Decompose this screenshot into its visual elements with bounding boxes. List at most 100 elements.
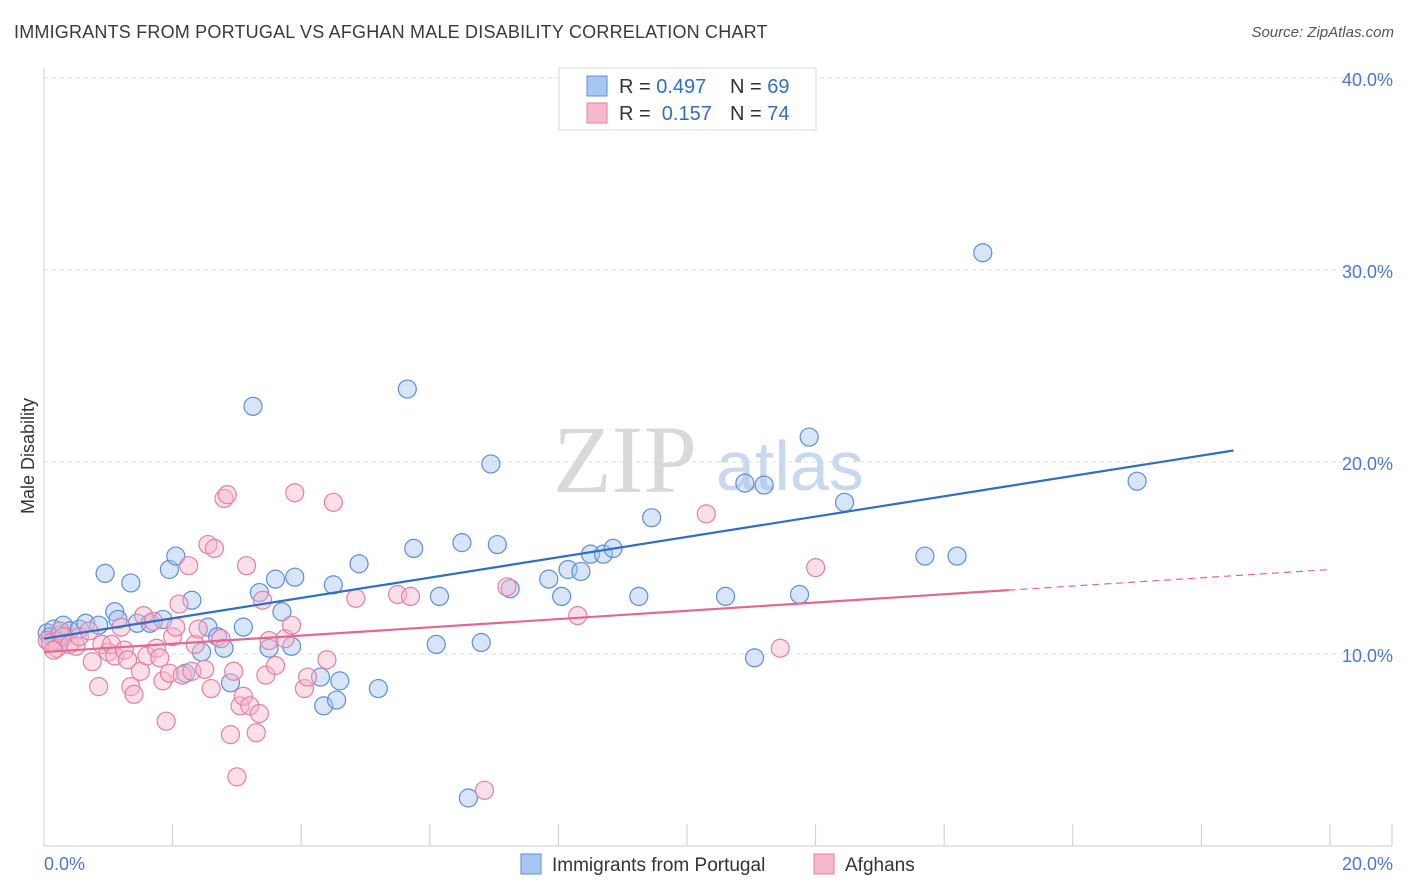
y-axis-title: Male Disability bbox=[18, 398, 38, 514]
point-afghans bbox=[153, 671, 173, 691]
point-afghans bbox=[285, 483, 305, 503]
point-immigrants-from-portugal bbox=[973, 243, 993, 263]
point-immigrants-from-portugal bbox=[915, 546, 935, 566]
point-afghans bbox=[568, 605, 588, 626]
legend-row-1: R = 0.497 N = 69 bbox=[619, 76, 790, 98]
point-afghans bbox=[134, 605, 154, 626]
legend-r-value-2: 0.157 bbox=[656, 103, 712, 125]
watermark-atlas: atlas bbox=[716, 427, 864, 505]
point-afghans bbox=[227, 767, 247, 787]
point-afghans bbox=[253, 590, 273, 610]
watermark: ZIP atlas bbox=[553, 406, 864, 513]
point-immigrants-from-portugal bbox=[243, 396, 263, 416]
point-afghans bbox=[201, 678, 221, 699]
top-legend: R = 0.497 N = 69 R = 0.157 N = 74 bbox=[558, 67, 817, 131]
trend-line-solid-1 bbox=[43, 589, 1009, 654]
point-immigrants-from-portugal bbox=[281, 636, 302, 656]
point-immigrants-from-portugal bbox=[285, 567, 305, 587]
point-afghans bbox=[224, 661, 244, 681]
point-immigrants-from-portugal bbox=[330, 671, 350, 691]
x-tick-label: 20.0% bbox=[1342, 854, 1393, 874]
point-afghans bbox=[317, 650, 337, 670]
point-immigrants-from-portugal bbox=[233, 617, 253, 637]
point-afghans bbox=[474, 780, 495, 800]
point-afghans bbox=[265, 655, 286, 676]
legend-n-value-2: 74 bbox=[767, 103, 789, 125]
point-immigrants-from-portugal bbox=[799, 427, 819, 447]
point-immigrants-from-portugal bbox=[259, 638, 279, 658]
point-afghans bbox=[259, 630, 279, 651]
point-afghans bbox=[323, 492, 343, 512]
point-afghans bbox=[172, 665, 192, 685]
point-afghans bbox=[169, 594, 189, 614]
point-immigrants-from-portugal bbox=[834, 492, 855, 512]
point-immigrants-from-portugal bbox=[629, 586, 649, 607]
point-immigrants-from-portugal bbox=[744, 648, 765, 668]
point-immigrants-from-portugal bbox=[265, 569, 286, 589]
point-immigrants-from-portugal bbox=[429, 586, 450, 607]
bottom-legend-label-blue: Immigrants from Portugal bbox=[552, 855, 765, 876]
point-immigrants-from-portugal bbox=[487, 534, 507, 555]
y-tick-label: 40.0% bbox=[1342, 70, 1393, 90]
point-afghans bbox=[117, 650, 138, 670]
point-immigrants-from-portugal bbox=[1127, 471, 1147, 491]
point-immigrants-from-portugal bbox=[481, 454, 501, 474]
bottom-legend-label-pink: Afghans bbox=[845, 855, 915, 876]
legend-r-label-1: R = bbox=[619, 76, 656, 98]
y-tick-label: 30.0% bbox=[1342, 262, 1393, 282]
trend-line-0 bbox=[43, 449, 1234, 640]
point-immigrants-from-portugal bbox=[426, 634, 446, 655]
point-immigrants-from-portugal bbox=[198, 617, 218, 637]
legend-n-label-2: N = bbox=[730, 103, 767, 125]
point-immigrants-from-portugal bbox=[182, 590, 202, 610]
legend-n-value-1: 69 bbox=[767, 76, 789, 98]
point-afghans bbox=[220, 725, 241, 745]
chart-source: Source: ZipAtlas.com bbox=[1251, 24, 1394, 41]
points-layer bbox=[37, 243, 1147, 808]
point-immigrants-from-portugal bbox=[789, 584, 810, 605]
point-afghans bbox=[233, 686, 253, 706]
point-afghans bbox=[37, 630, 57, 651]
y-tick-label: 10.0% bbox=[1342, 646, 1393, 666]
point-immigrants-from-portugal bbox=[272, 602, 292, 622]
point-afghans bbox=[497, 577, 517, 597]
bottom-legend-swatch-blue bbox=[520, 853, 542, 875]
point-afghans bbox=[400, 586, 421, 607]
legend-r-label-2: R = bbox=[619, 103, 656, 125]
legend-swatch-pink bbox=[586, 102, 608, 124]
point-afghans bbox=[246, 723, 266, 743]
x-tick-label: 0.0% bbox=[44, 854, 85, 874]
point-afghans bbox=[82, 652, 102, 672]
bottom-legend-swatch-pink bbox=[813, 853, 835, 875]
point-immigrants-from-portugal bbox=[108, 609, 128, 630]
legend-swatch-blue bbox=[586, 75, 608, 97]
point-immigrants-from-portugal bbox=[397, 379, 417, 399]
point-immigrants-from-portugal bbox=[471, 632, 491, 653]
point-afghans bbox=[346, 588, 366, 608]
point-immigrants-from-portugal bbox=[458, 788, 478, 808]
point-afghans bbox=[770, 638, 790, 658]
point-immigrants-from-portugal bbox=[539, 569, 559, 589]
point-immigrants-from-portugal bbox=[715, 586, 736, 607]
point-afghans bbox=[204, 538, 224, 559]
y-tick-label: 20.0% bbox=[1342, 454, 1393, 474]
point-immigrants-from-portugal bbox=[220, 673, 241, 693]
point-afghans bbox=[240, 696, 260, 716]
point-afghans bbox=[211, 629, 231, 649]
point-afghans bbox=[124, 684, 144, 704]
point-immigrants-from-portugal bbox=[642, 508, 662, 528]
legend-r-value-1: 0.497 bbox=[656, 76, 706, 98]
point-afghans bbox=[185, 634, 205, 655]
point-immigrants-from-portugal bbox=[404, 538, 424, 559]
point-afghans bbox=[166, 617, 186, 637]
trend-line-dashed-1 bbox=[1008, 568, 1331, 591]
point-afghans bbox=[217, 485, 237, 505]
point-immigrants-from-portugal bbox=[571, 561, 591, 582]
point-immigrants-from-portugal bbox=[368, 678, 388, 699]
point-immigrants-from-portugal bbox=[95, 563, 115, 583]
point-immigrants-from-portugal bbox=[121, 573, 141, 593]
trend-layer bbox=[43, 449, 1331, 654]
chart-title: IMMIGRANTS FROM PORTUGAL VS AFGHAN MALE … bbox=[14, 22, 768, 42]
point-immigrants-from-portugal bbox=[249, 582, 270, 603]
